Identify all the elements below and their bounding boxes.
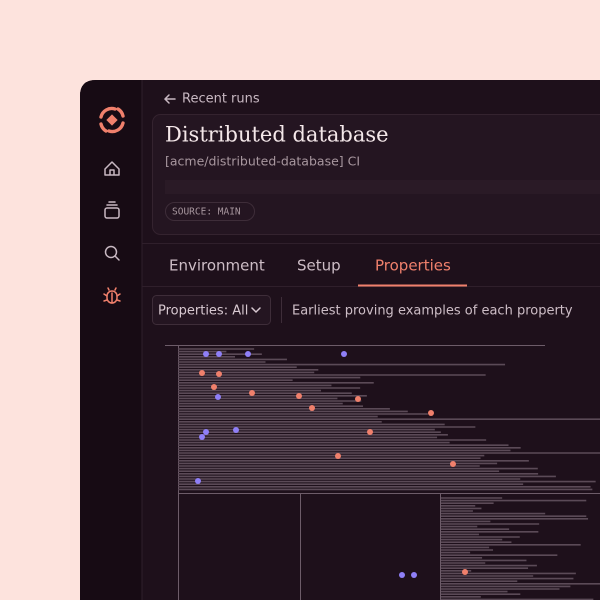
- example-dot: [462, 569, 468, 575]
- example-dot: [341, 351, 347, 357]
- example-dot: [411, 572, 417, 578]
- example-dot: [335, 453, 341, 459]
- run-subtitle: [acme/distributed-database] CI: [165, 154, 360, 169]
- example-dot: [245, 351, 251, 357]
- app-window: Recent runs Distributed database [acme/d…: [80, 80, 600, 600]
- tab[interactable]: Setup: [297, 257, 341, 275]
- home-icon[interactable]: [104, 161, 120, 176]
- bug-icon[interactable]: [103, 287, 121, 304]
- trace-visualization: [165, 345, 600, 600]
- dropdown-label[interactable]: Properties: All: [158, 304, 248, 319]
- example-dot: [450, 461, 456, 467]
- example-dot: [216, 351, 222, 357]
- tab-active[interactable]: Properties: [375, 257, 451, 275]
- run-title: Distributed database: [165, 123, 389, 147]
- example-dot: [203, 429, 209, 435]
- sidebar: [80, 80, 142, 600]
- runs-icon[interactable]: [104, 201, 120, 219]
- example-dot: [199, 370, 205, 376]
- example-dot: [195, 478, 201, 484]
- example-dot: [215, 394, 221, 400]
- example-dot: [309, 405, 315, 411]
- badge-outline: [165, 202, 255, 221]
- example-dot: [355, 396, 361, 402]
- source-badge: SOURCE: MAIN: [172, 207, 241, 218]
- filter-description: Earliest proving examples of each proper…: [292, 304, 573, 319]
- example-dot: [211, 384, 217, 390]
- chevron[interactable]: [251, 307, 261, 314]
- header-card: [152, 114, 600, 235]
- example-dot: [249, 390, 255, 396]
- progress-track: [165, 180, 600, 194]
- example-dot: [399, 572, 405, 578]
- back-link[interactable]: Recent runs: [182, 92, 260, 107]
- example-dot: [367, 429, 373, 435]
- example-dot: [199, 434, 205, 440]
- filter-dropdown[interactable]: [152, 295, 271, 325]
- search-icon[interactable]: [104, 245, 120, 261]
- example-dot: [233, 427, 239, 433]
- example-dot: [428, 410, 434, 416]
- example-dot: [216, 371, 222, 377]
- tab[interactable]: Environment: [169, 257, 265, 275]
- back-arrow[interactable]: [163, 94, 176, 104]
- example-dot: [296, 393, 302, 399]
- example-dot: [203, 351, 209, 357]
